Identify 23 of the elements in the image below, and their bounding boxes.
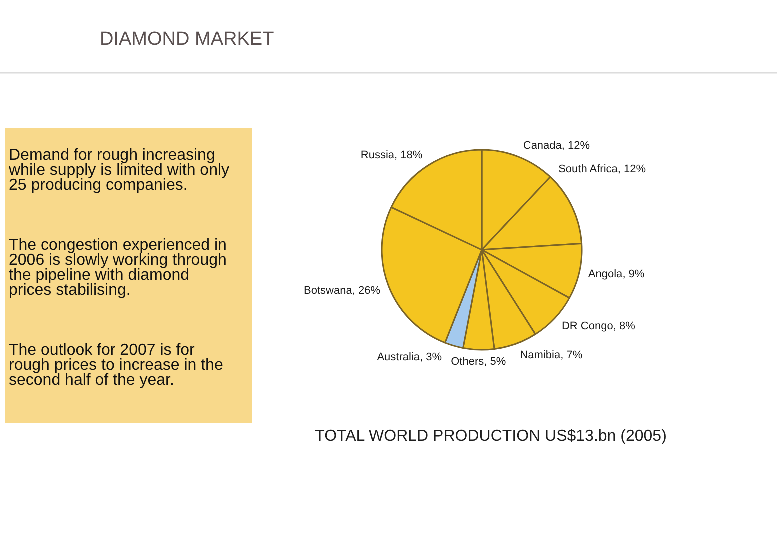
slice-label: Russia xyxy=(360,149,396,162)
text: Demand for rough increasing while supply is limited with only 25 producing companies. xyxy=(9,147,231,194)
slice-label: Others xyxy=(451,356,485,368)
data-label: , 12% xyxy=(562,140,590,152)
text: TOTAL WORLD PRODUCTION US$13.bn (2005) xyxy=(315,428,667,445)
slice-label: Angola xyxy=(588,268,624,280)
slice-label: DR Congo xyxy=(562,320,614,333)
slice-label: Canada xyxy=(523,140,563,152)
slice-label: Botswana xyxy=(304,285,354,298)
data-label: , 18% xyxy=(394,149,423,162)
data-label: , 26% xyxy=(352,285,381,298)
data-label: , 7% xyxy=(560,349,583,362)
slice-label: Australia xyxy=(377,351,421,364)
data-label: , 3% xyxy=(420,351,442,364)
slice-label: Namibia xyxy=(520,349,562,362)
text: The congestion experienced in 2006 is slowly working through the pipeline with diamond prices stabilising. xyxy=(9,237,228,299)
data-label: , 5% xyxy=(484,356,506,368)
data-label: , 9% xyxy=(622,268,645,280)
data-label: , 12% xyxy=(618,164,646,176)
text: The outlook for 2007 is for rough prices to increase in the second half of the year. xyxy=(9,342,224,389)
data-label: , 8% xyxy=(613,320,636,333)
chart-title: DIAMOND MARKET xyxy=(100,29,275,50)
slice-label: South Africa xyxy=(558,164,619,176)
